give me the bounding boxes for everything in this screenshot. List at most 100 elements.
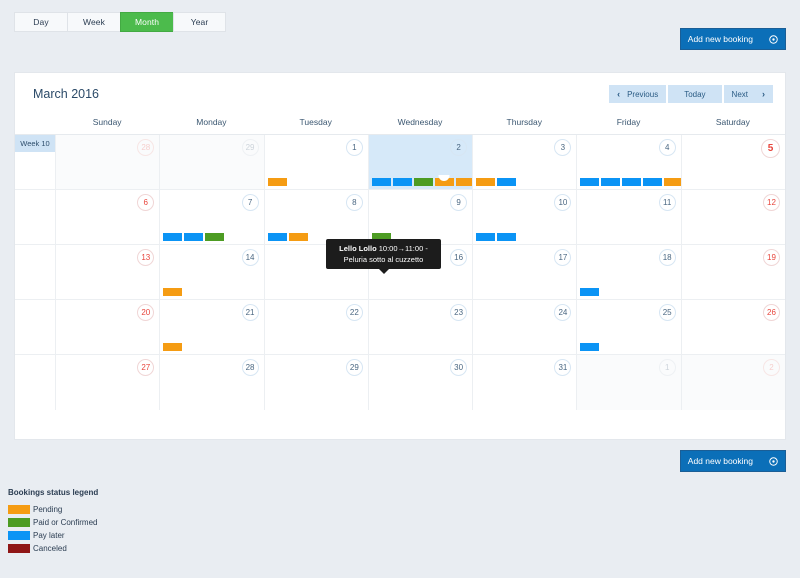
booking-bar-paylater[interactable] [497, 178, 517, 186]
calendar-day-cell[interactable]: 2 [367, 135, 496, 189]
calendar-day-cell[interactable]: 24 [472, 300, 577, 354]
calendar-week-row: Week 10 28 29 1 2 3 4 5 [15, 135, 785, 190]
calendar-day-cell[interactable]: 11 [576, 190, 681, 244]
calendar-day-cell[interactable]: 26 [680, 300, 785, 354]
legend-color-swatch [8, 544, 30, 553]
booking-bar-paylater[interactable] [371, 178, 391, 186]
today-button[interactable]: Today [668, 85, 722, 103]
booking-tooltip: Lello Lollo 10:00→11:00 - Peluria sotto … [326, 239, 441, 269]
calendar-day-cell[interactable]: 9 [367, 190, 473, 244]
view-switch[interactable]: Day Week Month Year [14, 12, 786, 32]
booking-bar-pending[interactable] [288, 233, 308, 241]
booking-bar-pending[interactable] [476, 178, 496, 186]
calendar-day-cell[interactable]: 13 [55, 245, 160, 299]
day-number: 2 [450, 139, 468, 156]
calendar-day-cell[interactable]: 3 [472, 135, 577, 189]
calendar-week-row: 13141516171819 [15, 245, 785, 300]
calendar-day-cell[interactable]: 2 [680, 355, 785, 410]
booking-bar-paylater[interactable] [580, 178, 600, 186]
calendar-day-cell[interactable]: 28 [55, 135, 160, 189]
booking-bar-paylater[interactable] [184, 233, 204, 241]
booking-bar-paylater[interactable] [622, 178, 642, 186]
booking-bar-paylater[interactable] [580, 343, 600, 351]
day-number: 28 [137, 139, 155, 156]
booking-bar-paylater[interactable] [476, 233, 496, 241]
tooltip-details: 10:00→11:00 - Peluria sotto al cuzzetto [343, 244, 428, 264]
add-new-booking-button-bottom[interactable]: Add new booking [679, 450, 786, 472]
booking-bar-pending[interactable] [455, 178, 475, 186]
week-number-column: Week 10 [15, 135, 55, 189]
calendar-day-cell[interactable]: 25 [576, 300, 681, 354]
day-number: 26 [762, 304, 780, 321]
calendar-day-cell[interactable]: 30 [367, 355, 473, 410]
booking-bars [267, 233, 308, 241]
booking-bar-pending[interactable] [434, 178, 454, 186]
calendar-day-cell[interactable]: 4 [576, 135, 684, 189]
page-title: March 2016 [33, 87, 100, 101]
booking-bar-pending[interactable] [163, 288, 183, 296]
calendar-week-row: 6 7 8 9 10 11 12 [15, 190, 785, 245]
view-button-day[interactable]: Day [14, 12, 67, 32]
booking-bar-paylater[interactable] [580, 288, 600, 296]
calendar-day-cell[interactable]: 22 [263, 300, 368, 354]
add-new-booking-button-top[interactable]: Add new booking [679, 28, 786, 50]
booking-bar-paylater[interactable] [392, 178, 412, 186]
previous-button[interactable]: ‹ Previous [609, 85, 667, 103]
calendar-day-cell[interactable]: 17 [472, 245, 577, 299]
calendar-day-cell[interactable]: 20 [55, 300, 160, 354]
calendar-day-cell[interactable]: 21 [159, 300, 264, 354]
booking-bar-pending[interactable] [267, 178, 287, 186]
day-number: 1 [345, 139, 363, 156]
calendar-day-cell[interactable]: 14 [159, 245, 264, 299]
view-button-month[interactable]: Month [120, 12, 173, 32]
view-button-year[interactable]: Year [173, 12, 226, 32]
day-number: 4 [658, 139, 676, 156]
day-number: 20 [137, 304, 155, 321]
day-number: 24 [554, 304, 572, 321]
calendar-day-cell[interactable]: 19 [680, 245, 785, 299]
day-number: 25 [658, 304, 676, 321]
calendar-day-cell[interactable]: 7 [159, 190, 264, 244]
day-name-sunday: Sunday [92, 117, 122, 127]
add-new-booking-label: Add new booking [687, 33, 753, 44]
calendar-day-cell[interactable]: 29 [159, 135, 264, 189]
calendar-day-cell[interactable]: 1 [263, 135, 368, 189]
calendar-day-cell[interactable]: 18 [576, 245, 681, 299]
calendar-day-cell[interactable]: 6 [55, 190, 160, 244]
calendar-day-cell[interactable]: 5 [680, 135, 785, 189]
calendar-day-cell[interactable]: 12 [680, 190, 785, 244]
booking-bar-paid[interactable] [413, 178, 433, 186]
day-number: 9 [450, 194, 468, 211]
booking-bar-paylater[interactable] [163, 233, 183, 241]
calendar-day-cell[interactable]: 8 [263, 190, 368, 244]
day-number: 8 [345, 194, 363, 211]
booking-bars [476, 178, 517, 186]
booking-bar-paid[interactable] [371, 233, 391, 241]
day-number: 2 [762, 359, 780, 376]
booking-bar-paylater[interactable] [267, 233, 287, 241]
legend-color-swatch [8, 518, 30, 527]
day-number: 12 [762, 194, 780, 211]
view-button-week[interactable]: Week [67, 12, 120, 32]
next-button[interactable]: Next › [723, 85, 773, 103]
booking-bars [163, 288, 183, 296]
legend-color-swatch [8, 531, 30, 540]
calendar-day-cell[interactable]: 10 [472, 190, 577, 244]
calendar-day-cell[interactable]: 28 [159, 355, 264, 410]
legend-item: Pending [8, 505, 98, 514]
booking-bar-paylater[interactable] [643, 178, 663, 186]
day-number: 18 [658, 249, 676, 266]
calendar-day-cell[interactable]: 29 [263, 355, 368, 410]
booking-bars [580, 288, 600, 296]
booking-bar-paid[interactable] [205, 233, 225, 241]
calendar-day-cell[interactable]: 1 [576, 355, 681, 410]
booking-bar-pending[interactable] [664, 178, 684, 186]
calendar-navigation: ‹ Previous Today Next › [607, 85, 773, 103]
calendar-day-cell[interactable]: 31 [472, 355, 577, 410]
calendar-day-cell[interactable]: 23 [367, 300, 473, 354]
booking-bar-paylater[interactable] [497, 233, 517, 241]
booking-bar-paylater[interactable] [601, 178, 621, 186]
legend-items: Pending Paid or Confirmed Pay later Cancele… [8, 505, 98, 553]
booking-bar-pending[interactable] [163, 343, 183, 351]
calendar-day-cell[interactable]: 27 [55, 355, 160, 410]
